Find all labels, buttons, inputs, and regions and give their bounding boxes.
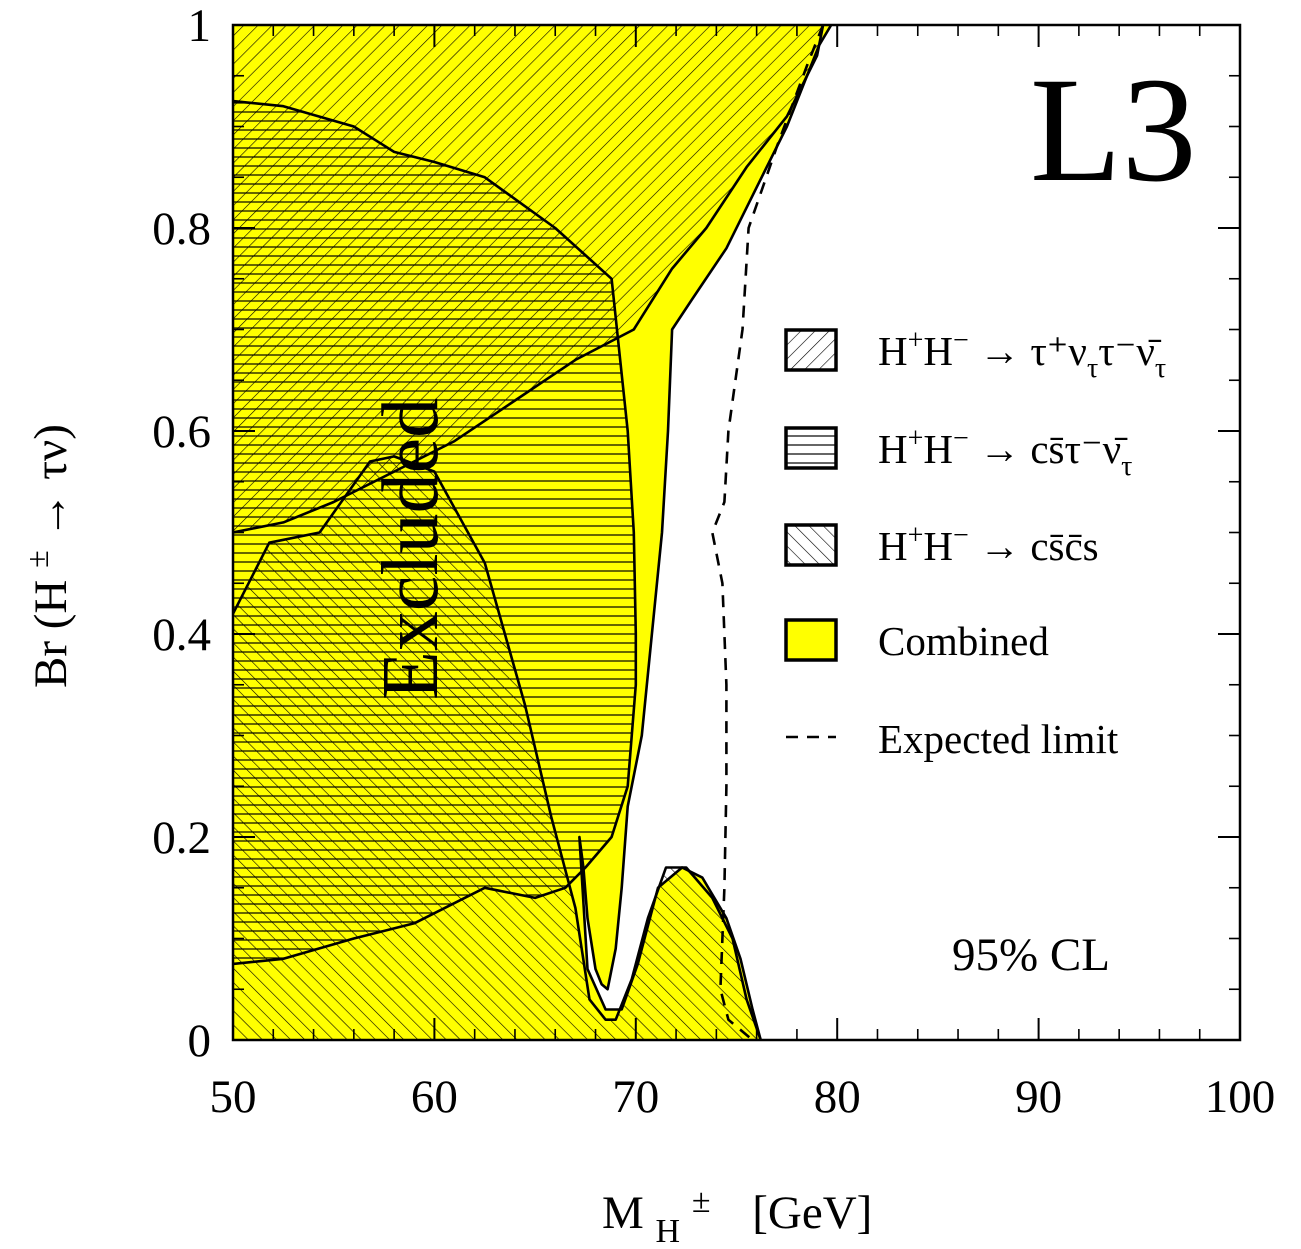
legend-text-part: H	[878, 523, 908, 569]
legend-label-cscs: H+H− → cs̄c̄s	[878, 520, 1099, 569]
legend-swatch-cscs	[784, 523, 838, 567]
x-tick-label: 50	[210, 1071, 257, 1123]
legend-text-part: cs̄c̄s	[1030, 523, 1098, 569]
legend-text-part: τ⁺ν	[1030, 328, 1087, 374]
y-tick-label: 0.4	[152, 609, 211, 661]
y-axis-title-sup: ±	[19, 550, 55, 568]
confidence-level-label: 95% CL	[952, 929, 1110, 981]
excluded-annotation: Excluded	[367, 398, 455, 700]
legend-text-part: H	[923, 426, 953, 472]
legend-text-part: H	[878, 426, 908, 472]
legend-swatch-combined	[784, 618, 838, 662]
x-tick-label: 100	[1205, 1071, 1276, 1123]
x-axis-title-sup: ±	[692, 1183, 711, 1220]
x-tick-label: 80	[814, 1071, 861, 1123]
x-tick-label: 90	[1015, 1071, 1062, 1123]
y-axis-title-main: Br (H	[25, 580, 77, 688]
plot-area	[233, 25, 833, 1040]
legend-text-part: H	[878, 328, 908, 374]
x-tick-label: 70	[612, 1071, 659, 1123]
legend-label-combined: Combined	[878, 618, 1049, 664]
legend-text-part: τ⁻ν̄	[1098, 328, 1162, 374]
legend-text-part: −	[953, 325, 969, 356]
y-axis-title-tail: → τν)	[25, 424, 77, 539]
legend-text-part: cs̄τ⁻ν̄	[1030, 426, 1128, 472]
legend-swatch-taunu	[784, 328, 838, 372]
legend-text-part: H	[923, 523, 953, 569]
legend-text-part: τ	[1155, 353, 1166, 384]
y-tick-label: 0.2	[152, 812, 211, 864]
legend-text-part: →	[969, 426, 1031, 472]
x-axis-title-sub: H	[656, 1213, 681, 1249]
legend-swatch-cstau	[784, 426, 838, 470]
x-axis-title-main: M	[602, 1187, 644, 1239]
legend-text-part: −	[953, 423, 969, 454]
legend-text-part: →	[969, 523, 1031, 569]
y-tick-label: 0.8	[152, 203, 211, 255]
expected-limit-line	[710, 25, 825, 1040]
cscs-boundary	[233, 455, 762, 1040]
legend-text-part: +	[908, 325, 924, 356]
x-axis-title-unit: [GeV]	[752, 1187, 872, 1239]
legend-text-part: →	[969, 328, 1031, 374]
legend: H+H− → τ⁺νττ⁻ν̄τH+H− → cs̄τ⁻ν̄τH+H− → cs…	[784, 325, 1166, 762]
y-tick-label: 1	[188, 0, 212, 52]
experiment-label: L3	[1030, 47, 1197, 213]
axis-ticks: 50 60 70 80 90 100 0 0.2 0.4 0.6 0.8 1	[152, 0, 1275, 1123]
legend-label-cstau: H+H− → cs̄τ⁻ν̄τ	[878, 423, 1132, 482]
legend-text-part: H	[923, 328, 953, 374]
legend-text-part: τ	[1121, 451, 1132, 482]
y-axis-title: Br (H ± → τν)	[7, 424, 77, 688]
legend-text-part: +	[908, 520, 924, 551]
x-axis-title: M H ± [GeV]	[602, 1171, 872, 1249]
legend-text-part: +	[908, 423, 924, 454]
y-tick-label: 0.6	[152, 406, 211, 458]
cstau-boundary	[233, 99, 638, 966]
legend-text-part: −	[953, 520, 969, 551]
legend-label-expected: Expected limit	[878, 716, 1119, 762]
cscs-region	[233, 456, 761, 1040]
y-tick-label: 0	[188, 1015, 212, 1067]
x-tick-label: 60	[411, 1071, 458, 1123]
legend-text-part: τ	[1087, 353, 1098, 384]
legend-label-taunu: H+H− → τ⁺νττ⁻ν̄τ	[878, 325, 1166, 384]
